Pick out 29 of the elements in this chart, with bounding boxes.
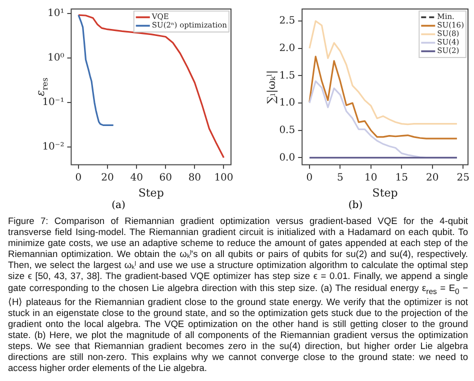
y-tick-label: 10¹ — [47, 8, 64, 20]
y-axis-title: ∑ₗ|ωₖˡ| — [264, 70, 278, 104]
y-tick-label: 1.0 — [279, 98, 296, 109]
text: (a) — [110, 200, 126, 212]
x-tick-label: 20 — [426, 172, 439, 184]
x-tick-label: 40 — [130, 172, 143, 184]
y-tick-label: 0.5 — [279, 124, 296, 136]
x-tick-label: 0 — [306, 172, 313, 184]
x-tick-label: 0 — [75, 172, 82, 184]
x-tick-label: 5 — [337, 172, 344, 184]
x-tick-label: 20 — [101, 172, 114, 184]
x-axis-title: Step — [372, 186, 398, 200]
x-tick-label: 25 — [456, 172, 470, 184]
x-tick-label: 10 — [364, 172, 378, 184]
y-tick-label: 2.0 — [279, 42, 296, 54]
x-tick-label: 80 — [188, 172, 202, 184]
y-tick-label: 10⁰ — [47, 52, 64, 64]
x-tick-label: 15 — [395, 172, 408, 184]
y-axis-title: εres — [34, 78, 50, 96]
x-axis-title: Step — [138, 186, 164, 200]
y-tick-label: 10⁻² — [42, 142, 64, 153]
x-tick-label: 100 — [214, 172, 234, 184]
x-tick-label: 60 — [159, 172, 172, 184]
y-tick-label: 10⁻¹ — [42, 97, 64, 108]
y-tick-label: 0.0 — [279, 152, 296, 164]
y-tick-label: 2.5 — [279, 16, 296, 27]
text: (b) — [347, 200, 364, 212]
y-tick-label: 1.5 — [279, 70, 296, 82]
text: Figure 7: Comparison of Riemannian gradient optimization versus gradient-based VQE for the 4-qubit transverse field Ising-model. The Riemannian gradient circuit is initialized with a Hadamard on each qubit. To minimize gate costs, we use an adaptive scheme to reduce the amount of gates appended at each step of the Riemannian optimization. We obtain the ωₖˡ's on all qubits or pairs of qubits for su(2) and su(4), respectively. Then, we select the largest ωₖˡ and use we use a structure optimization algorithm to calculate the optimal step size ϵ [50, 43, 37, 38]. The gradient-based VQE optimizer has step size ϵ = 0.01. Finally, we append a single gate corresponding to the chosen Lie algebra direction with this step size. (a) The residual energy ε$_{res}$ = E$_{0}$ − ⟨H⟩ plateaus for the Riemannian gradient close to the ground state energy. We verify that the optimizer is not stuck in an eigenstate close to the ground state, and so the optimization gets stuck due to the projection of the gradient onto the local algebra. The VQE optimization on the other hand is still getting closer to the ground state. (b) Here, we plot the magnitude of all components of the Riemannian gradient versus the optimization steps. We see that Riemannian gradient becomes zero in the su(4) direction, but higher order Lie algebra directions are still non-zero. This explains why we cannot converge close to the ground state: we need to access higher order elements of the Lie algebra. — [8, 216, 468, 374]
